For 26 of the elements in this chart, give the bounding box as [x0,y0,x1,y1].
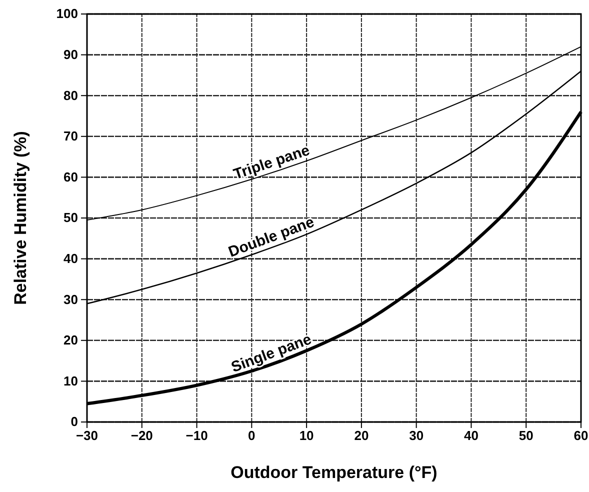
x-tick-label: −10 [186,428,208,444]
text: Triple pane [231,142,312,184]
y-tick-label: 70 [64,128,78,144]
y-tick-label: 100 [56,6,78,22]
x-axis-title: Outdoor Temperature (°F) [230,463,438,482]
y-axis-title: Relative Humidity (%) [11,131,30,305]
text: Single pane [228,330,314,376]
y-tick-label: 30 [64,292,78,307]
x-tick-label: −30 [76,428,98,444]
x-tick-label: 60 [574,428,588,444]
x-tick-label: 50 [518,428,534,444]
x-tick-label: −20 [130,428,153,444]
x-tick-label: 20 [354,428,369,444]
y-tick-label: 80 [64,88,78,103]
text: Double pane [226,214,317,261]
y-tick-label: 50 [64,210,78,226]
y-tick-label: 60 [64,169,78,184]
y-tick-label: 40 [64,250,78,266]
x-tick-label: 30 [409,428,424,444]
x-tick-label: 40 [464,428,478,444]
x-tick-label: 0 [248,428,256,444]
y-tick-label: 90 [64,46,78,62]
y-tick-label: 10 [64,373,78,388]
y-tick-label: 20 [64,332,78,348]
y-tick-label: 0 [70,414,78,430]
x-tick-label: 10 [299,428,314,444]
